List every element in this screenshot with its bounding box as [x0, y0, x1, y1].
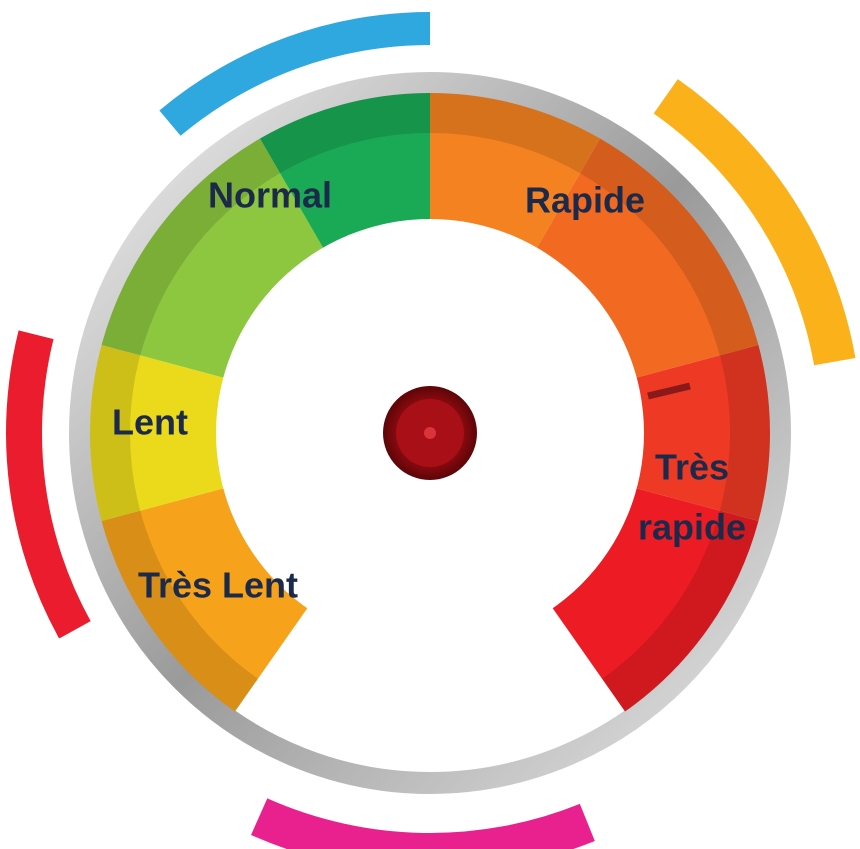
zone-label: Lent	[112, 402, 188, 443]
zone-label: rapide	[638, 507, 746, 548]
decor-arc	[251, 798, 595, 849]
zone-label: Très Lent	[138, 565, 298, 606]
zone-label: Normal	[208, 175, 332, 216]
zone-label: Très	[655, 447, 729, 488]
speed-gauge: Normal Rapide Lent Très rapide Très Lent	[0, 0, 860, 849]
zone-label: Rapide	[525, 180, 645, 221]
page: Normal Rapide Lent Très rapide Très Lent…	[0, 0, 860, 849]
knob-dot	[424, 427, 436, 439]
